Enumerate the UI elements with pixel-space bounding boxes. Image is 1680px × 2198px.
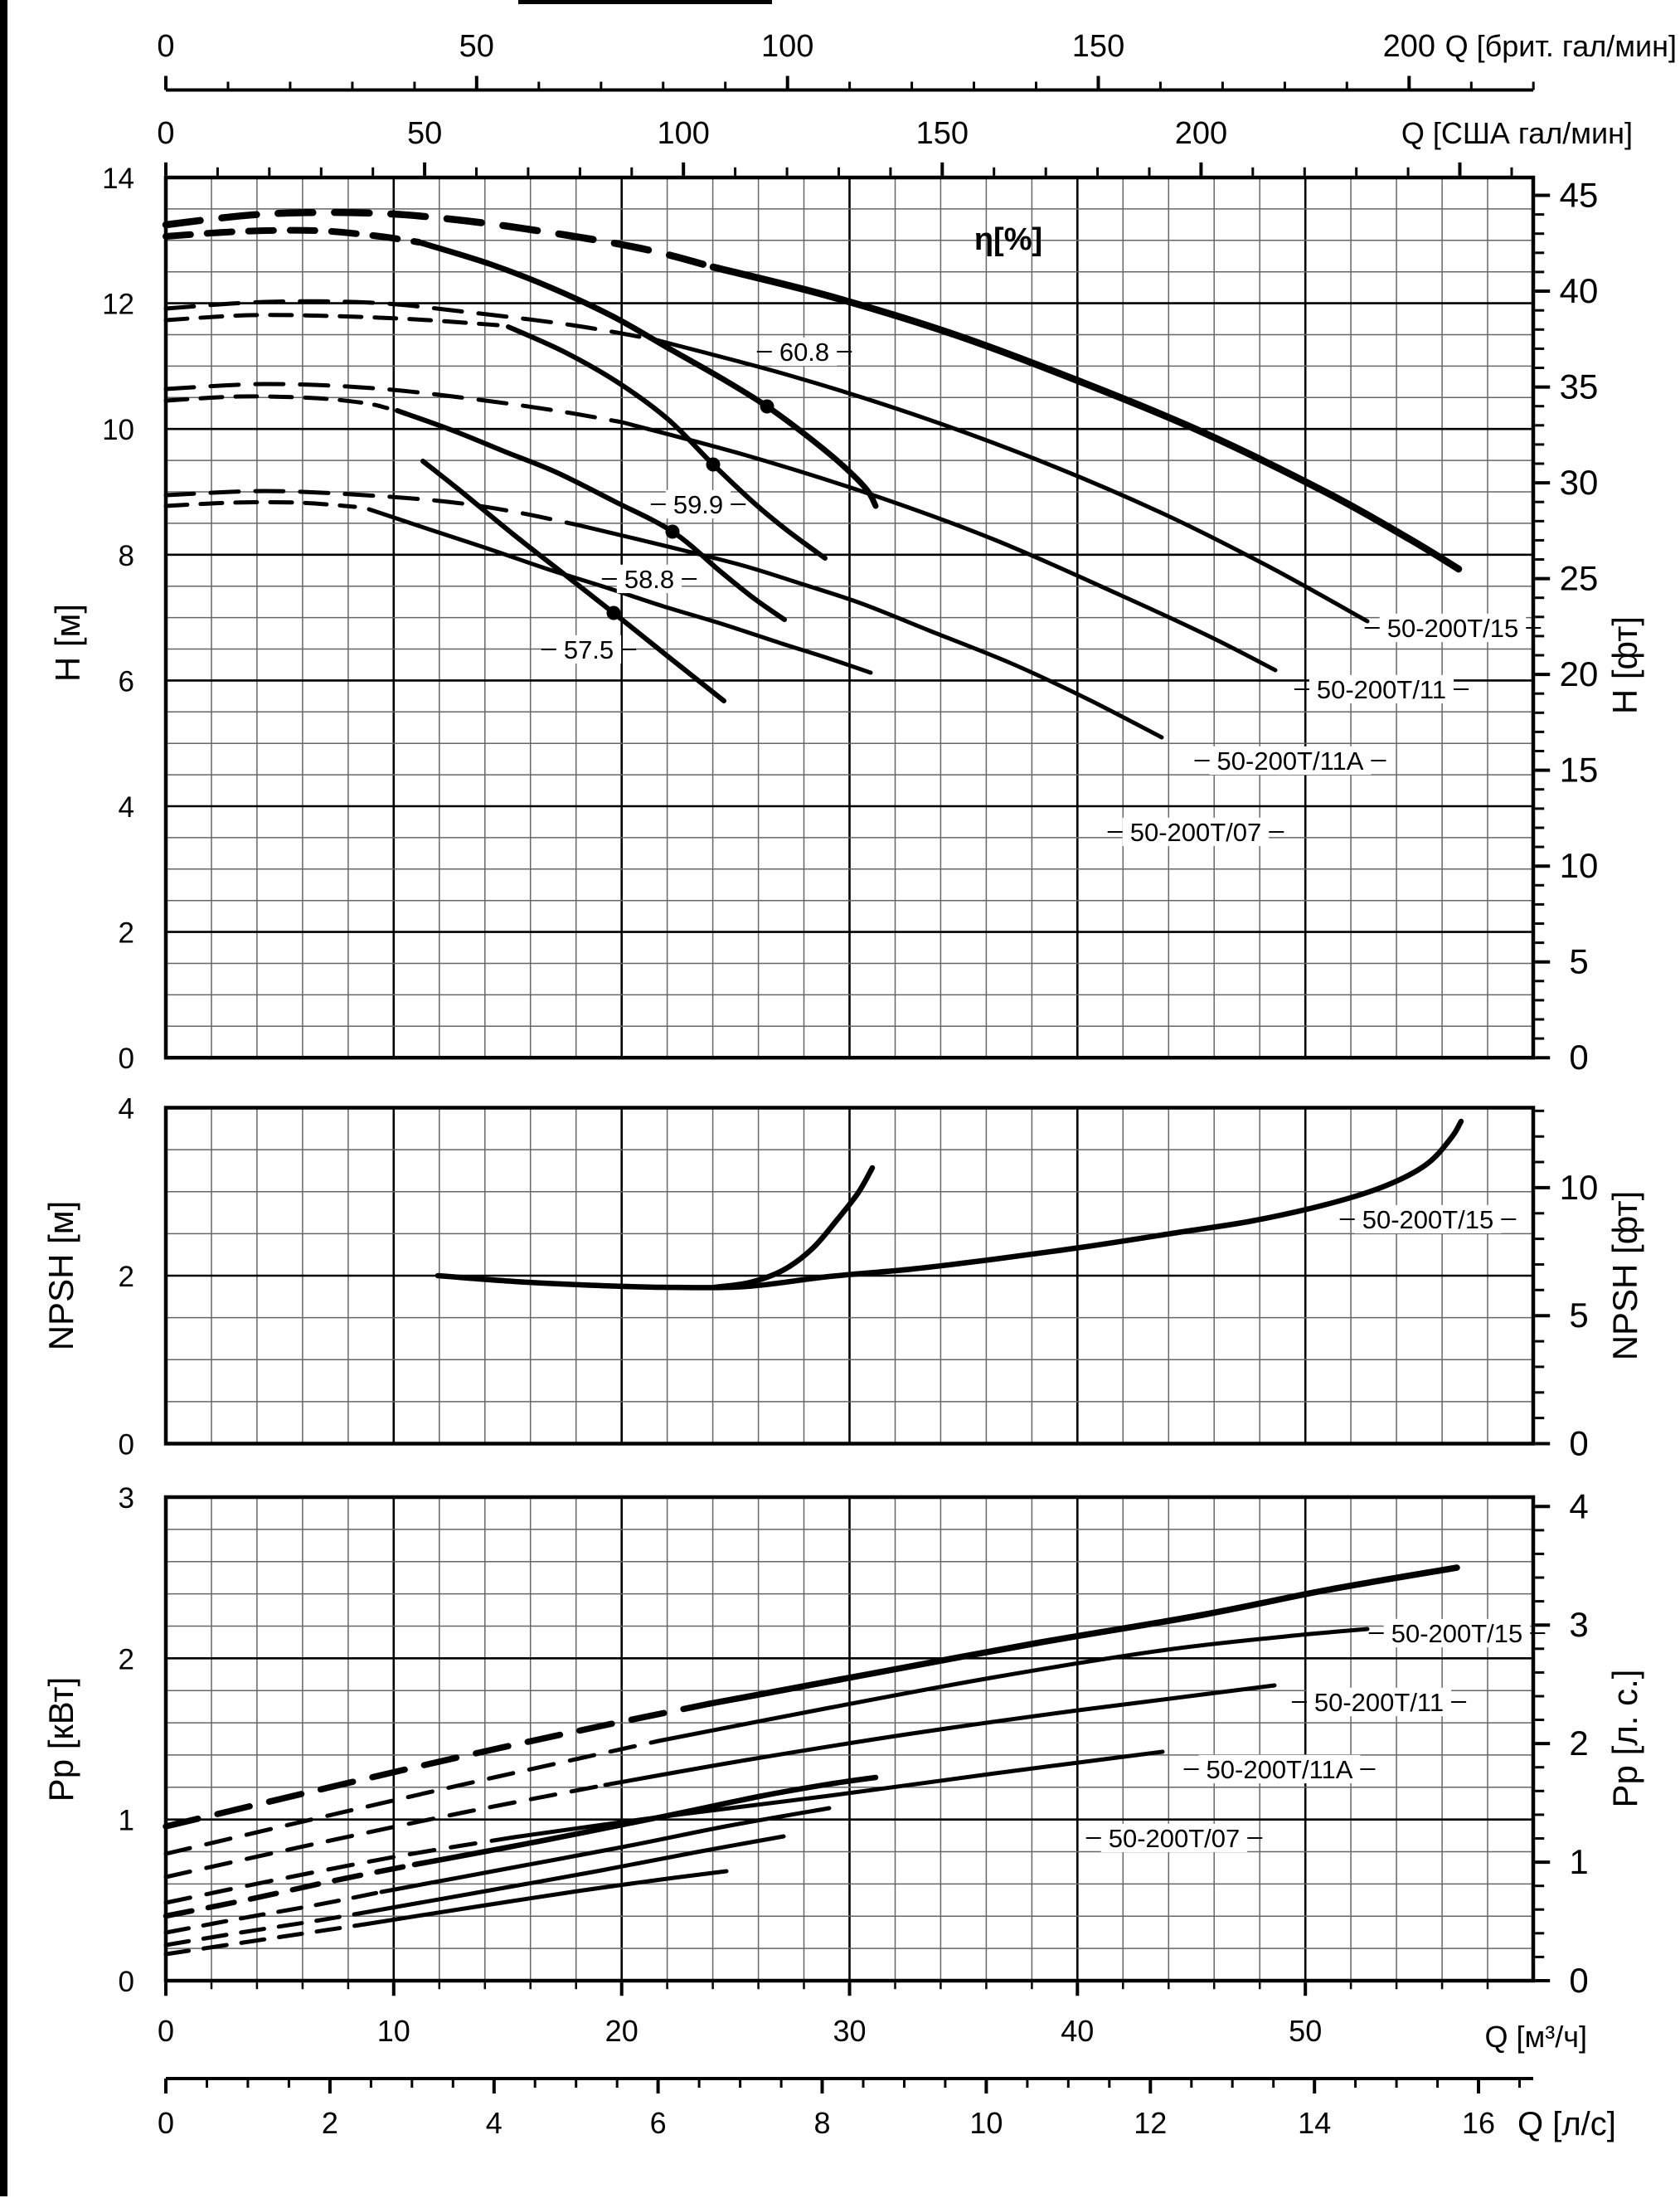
svg-text:30: 30 <box>1560 463 1599 502</box>
svg-text:0: 0 <box>1569 1424 1588 1463</box>
svg-text:57.5: 57.5 <box>564 635 614 664</box>
svg-text:1: 1 <box>1569 1842 1588 1881</box>
svg-text:4: 4 <box>486 2106 503 2140</box>
svg-text:60.8: 60.8 <box>779 338 829 367</box>
svg-text:100: 100 <box>657 116 709 151</box>
svg-text:14: 14 <box>1298 2106 1331 2140</box>
svg-text:50-200Т/15: 50-200Т/15 <box>1391 1619 1523 1648</box>
svg-text:H [фт]: H [фт] <box>1605 616 1644 714</box>
svg-text:50-200Т/11: 50-200Т/11 <box>1314 1688 1444 1717</box>
svg-text:10: 10 <box>377 2014 410 2048</box>
svg-text:40: 40 <box>1560 271 1599 310</box>
svg-text:5: 5 <box>1569 942 1588 981</box>
svg-text:Q [л/с]: Q [л/с] <box>1517 2106 1616 2142</box>
svg-text:4: 4 <box>1569 1486 1588 1525</box>
svg-text:0: 0 <box>119 1043 134 1075</box>
svg-text:50: 50 <box>1289 2014 1322 2048</box>
svg-text:50-200Т/11А: 50-200Т/11А <box>1207 1755 1353 1784</box>
svg-text:35: 35 <box>1560 367 1599 406</box>
svg-text:200: 200 <box>1383 29 1435 64</box>
svg-text:150: 150 <box>1072 29 1124 64</box>
svg-text:58.8: 58.8 <box>624 565 674 594</box>
svg-text:12: 12 <box>1134 2106 1167 2140</box>
svg-text:4: 4 <box>119 1093 134 1126</box>
svg-text:25: 25 <box>1560 559 1599 598</box>
svg-text:200: 200 <box>1175 116 1227 151</box>
svg-text:12: 12 <box>102 289 134 321</box>
svg-text:2: 2 <box>119 1643 134 1675</box>
svg-text:10: 10 <box>102 414 134 446</box>
svg-text:20: 20 <box>605 2014 638 2048</box>
svg-text:Pp [кВт]: Pp [кВт] <box>41 1677 80 1802</box>
svg-text:50-200Т/07: 50-200Т/07 <box>1109 1824 1241 1853</box>
svg-text:8: 8 <box>119 540 134 572</box>
svg-text:NPSH [фт]: NPSH [фт] <box>1605 1191 1644 1361</box>
svg-text:150: 150 <box>916 116 969 151</box>
svg-text:15: 15 <box>1560 751 1599 790</box>
svg-text:6: 6 <box>119 665 134 698</box>
svg-text:0: 0 <box>1569 1961 1588 2000</box>
svg-text:59.9: 59.9 <box>673 490 723 519</box>
svg-text:50: 50 <box>459 29 494 64</box>
svg-text:0: 0 <box>119 1966 134 1998</box>
svg-text:45: 45 <box>1560 176 1599 215</box>
svg-text:0: 0 <box>157 29 174 64</box>
svg-text:Pp [л. с.]: Pp [л. с.] <box>1605 1670 1644 1808</box>
svg-text:H [м]: H [м] <box>48 604 87 682</box>
svg-text:6: 6 <box>650 2106 667 2140</box>
svg-text:2: 2 <box>119 917 134 950</box>
svg-text:50-200Т/11: 50-200Т/11 <box>1317 675 1446 704</box>
svg-text:2: 2 <box>119 1261 134 1293</box>
svg-text:0: 0 <box>119 1429 134 1461</box>
svg-text:30: 30 <box>833 2014 866 2048</box>
svg-text:0: 0 <box>158 2014 174 2048</box>
svg-text:50-200Т/07: 50-200Т/07 <box>1130 818 1262 847</box>
svg-text:2: 2 <box>322 2106 338 2140</box>
svg-text:14: 14 <box>102 163 134 195</box>
svg-text:100: 100 <box>761 29 813 64</box>
svg-text:1: 1 <box>119 1805 134 1837</box>
svg-text:NPSH [м]: NPSH [м] <box>41 1201 80 1351</box>
svg-text:10: 10 <box>1560 846 1599 885</box>
svg-text:5: 5 <box>1569 1296 1588 1335</box>
svg-text:20: 20 <box>1560 654 1599 693</box>
svg-text:4: 4 <box>119 791 134 824</box>
svg-text:η[%]: η[%] <box>974 222 1042 257</box>
svg-text:50-200Т/11А: 50-200Т/11А <box>1217 746 1364 776</box>
svg-text:40: 40 <box>1061 2014 1094 2048</box>
svg-text:0: 0 <box>158 2106 174 2140</box>
svg-text:16: 16 <box>1462 2106 1495 2140</box>
svg-text:50-200Т/15: 50-200Т/15 <box>1387 614 1519 643</box>
svg-text:Q [США гал/мин]: Q [США гал/мин] <box>1401 116 1633 150</box>
svg-text:10: 10 <box>969 2106 1003 2140</box>
svg-text:Q [брит. гал/мин]: Q [брит. гал/мин] <box>1445 29 1677 63</box>
svg-text:3: 3 <box>119 1482 134 1515</box>
svg-text:50-200Т/15: 50-200Т/15 <box>1362 1205 1494 1234</box>
svg-text:3: 3 <box>1569 1605 1588 1644</box>
svg-text:2: 2 <box>1569 1724 1588 1763</box>
svg-text:8: 8 <box>813 2106 830 2140</box>
svg-text:0: 0 <box>1569 1038 1588 1077</box>
svg-text:10: 10 <box>1560 1168 1599 1207</box>
svg-text:Q [м³/ч]: Q [м³/ч] <box>1484 2020 1587 2054</box>
svg-text:0: 0 <box>157 116 174 151</box>
svg-text:50: 50 <box>407 116 442 151</box>
